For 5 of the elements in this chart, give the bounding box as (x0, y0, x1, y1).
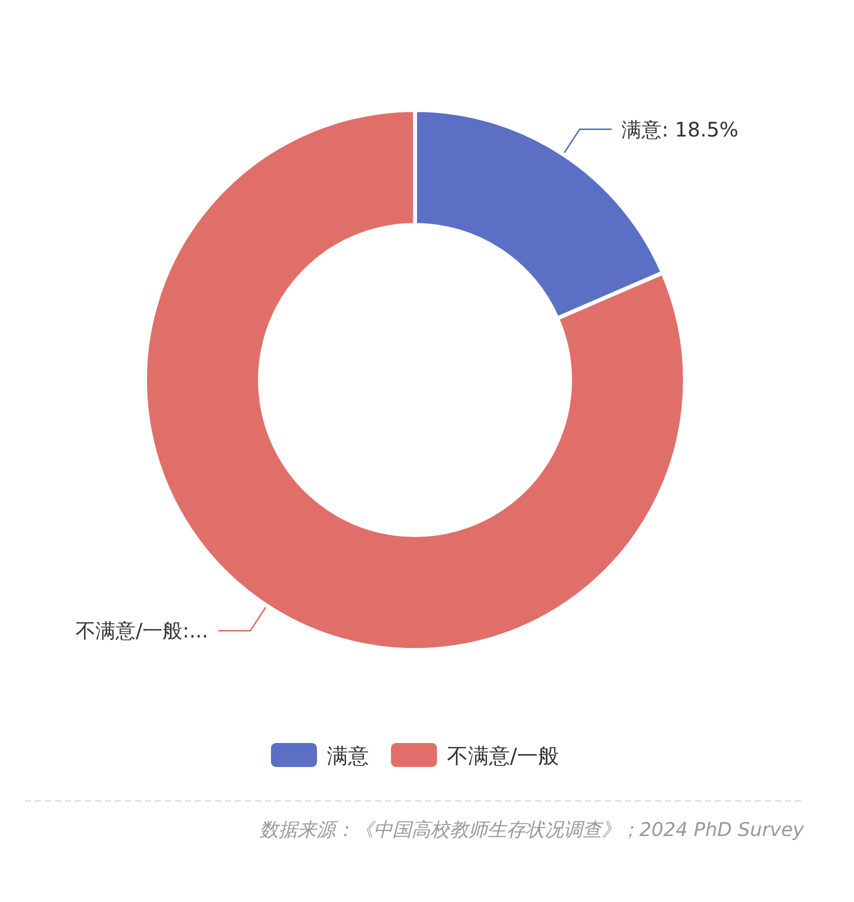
source-note: 数据来源：《中国高校教师生存状况调查》；2024 PhD Survey (258, 818, 804, 843)
data-label: 满意: 18.5% (622, 117, 738, 142)
legend-label: 不满意/一般 (446, 744, 560, 768)
data-label: 不满意/一般:... (76, 618, 208, 643)
legend-label: 满意 (326, 744, 369, 768)
